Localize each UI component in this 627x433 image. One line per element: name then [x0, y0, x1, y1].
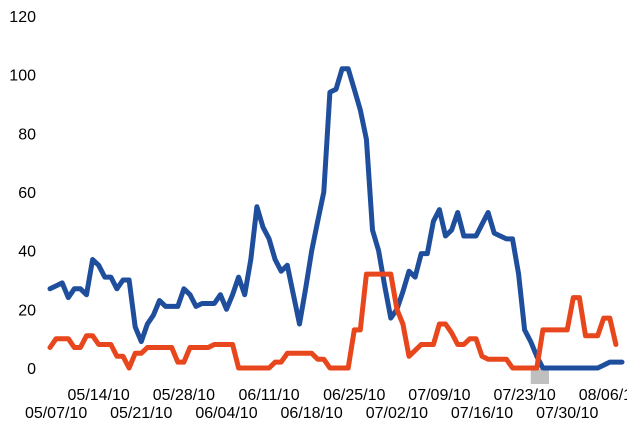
y-tick-label: 60: [18, 185, 36, 202]
y-tick-label: 20: [18, 302, 36, 319]
x-tick-label: 06/11/10: [239, 387, 300, 404]
x-tick-label: 07/23/10: [493, 387, 555, 404]
x-tick-label: 05/14/10: [68, 387, 130, 404]
series-layer: [47, 66, 625, 371]
x-tick-label: 05/21/10: [110, 405, 172, 422]
x-tick-label: 06/04/10: [195, 405, 257, 422]
y-tick-label: 0: [27, 361, 36, 378]
y-tick-label: 100: [9, 68, 36, 85]
series-line-1: [47, 66, 625, 371]
y-tick-label: 80: [18, 126, 36, 143]
series-line-2: [47, 271, 619, 371]
y-tick-label: 120: [9, 9, 36, 26]
x-tick-label: 07/02/10: [366, 405, 428, 422]
x-axis-ticks: 05/07/1005/14/1005/21/1005/28/1006/04/10…: [25, 387, 627, 422]
highlight-band-layer: [530, 369, 549, 384]
axis-highlight-band: [530, 369, 549, 384]
x-tick-label: 07/09/10: [408, 387, 470, 404]
x-tick-label: 05/07/10: [25, 405, 87, 422]
y-axis-ticks: 0 20 40 60 80 100 120: [9, 9, 36, 378]
x-tick-label: 07/30/10: [536, 405, 598, 422]
x-tick-label: 07/16/10: [451, 405, 513, 422]
x-tick-label: 08/06/10: [579, 387, 627, 404]
x-tick-label: 06/18/10: [281, 405, 343, 422]
x-tick-label: 05/28/10: [153, 387, 215, 404]
x-tick-label: 06/25/10: [323, 387, 385, 404]
y-tick-label: 40: [18, 244, 36, 261]
